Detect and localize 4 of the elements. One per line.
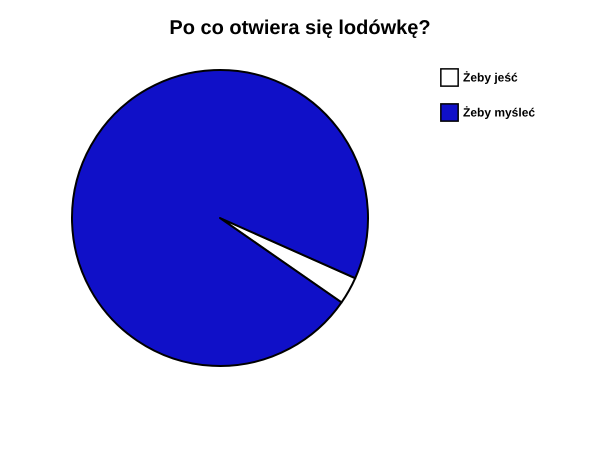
legend-label: Żeby myśleć: [463, 106, 536, 120]
legend-label: Żeby jeść: [463, 70, 518, 84]
pie-slice: [71, 69, 369, 367]
chart-title: Po co otwiera się lodówkę?: [169, 17, 431, 39]
